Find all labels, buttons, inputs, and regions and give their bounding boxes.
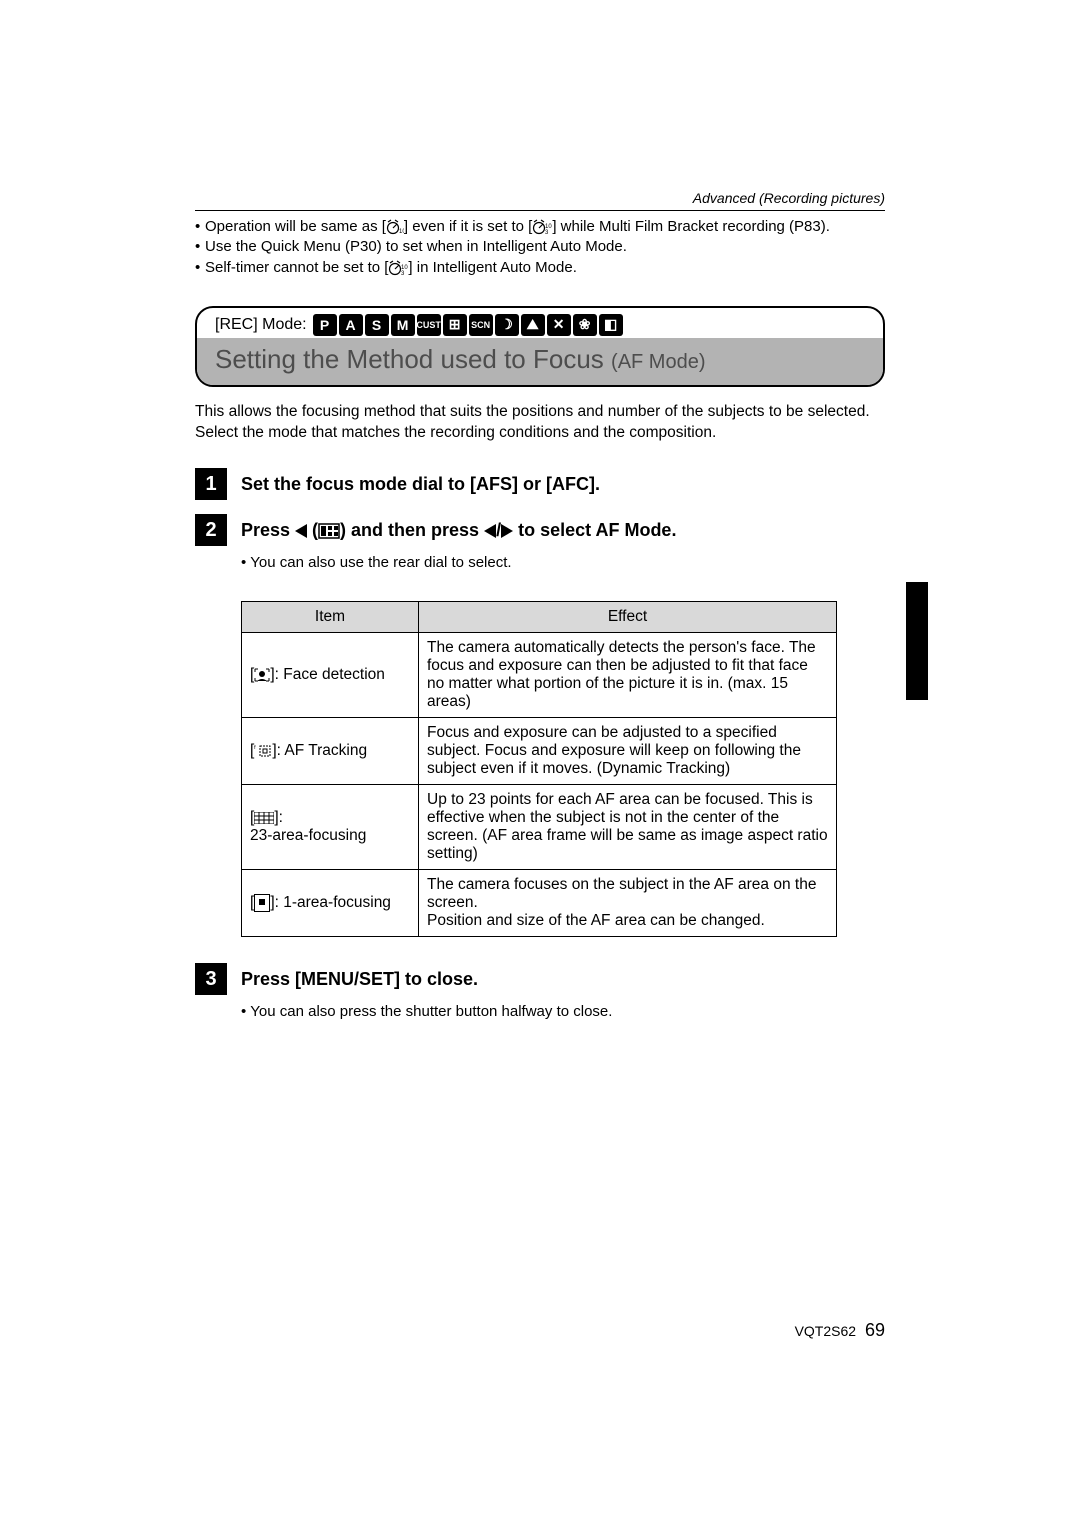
step-fragment: ( [307, 520, 318, 540]
section-header: Advanced (Recording pictures) [195, 190, 885, 206]
step-number: 3 [195, 963, 227, 995]
mode-icon-close: ✕ [547, 314, 571, 336]
face-detection-icon [254, 668, 270, 682]
bullet-dot: • [195, 217, 205, 237]
step-3: 3 Press [MENU/SET] to close. [195, 963, 885, 995]
effect-cell: Up to 23 points for each AF area can be … [419, 785, 837, 870]
table-row: []: 1-area-focusing The camera focuses o… [242, 870, 837, 937]
left-arrow-icon [484, 524, 496, 538]
mode-icon-a: A [339, 314, 363, 336]
af-mode-icon [318, 523, 340, 539]
mode-icon-flower: ❀ [573, 314, 597, 336]
item-cell: []:23-area-focusing [242, 785, 419, 870]
intro-line: This allows the focusing method that sui… [195, 401, 885, 423]
rec-mode-row: [REC] Mode: P A S M CUST ⊞ SCN ☽ ⛰ ✕ ❀ ◧ [197, 308, 883, 338]
item-label: ]: Face detection [270, 666, 385, 683]
intro-line: Select the mode that matches the recordi… [195, 422, 885, 444]
step-text: Set the focus mode dial to [AFS] or [AFC… [241, 468, 600, 497]
note-text: Operation will be same as [ 10 ] even if… [205, 217, 830, 237]
mode-icon-cust: CUST [417, 314, 441, 336]
table-header-item: Item [242, 602, 419, 633]
note-fragment: ] even if it is set to [ [404, 218, 532, 235]
af-tracking-icon: ᶠ [254, 744, 272, 758]
self-timer-3x-icon: 103 [388, 260, 408, 276]
item-label: ]: AF Tracking [272, 742, 367, 759]
svg-text:3: 3 [545, 230, 549, 235]
effect-cell: The camera focuses on the subject in the… [419, 870, 837, 937]
rec-mode-label: [REC] Mode: [215, 316, 307, 334]
note-text: You can also use the rear dial to select… [250, 554, 511, 571]
step-fragment: to select AF Mode. [513, 520, 676, 540]
self-timer-10-icon: 10 [386, 219, 404, 235]
note-text: Use the Quick Menu (P30) to set when in … [205, 237, 627, 257]
mode-icon-scn: SCN [469, 314, 493, 336]
item-cell: [ᶠ]: AF Tracking [242, 718, 419, 785]
single-area-icon [254, 894, 270, 912]
item-label: ]: 1-area-focusing [270, 894, 391, 911]
note-fragment: Operation will be same as [ [205, 218, 386, 235]
section-box: [REC] Mode: P A S M CUST ⊞ SCN ☽ ⛰ ✕ ❀ ◧… [195, 306, 885, 387]
step-number: 1 [195, 468, 227, 500]
svg-text:3: 3 [401, 271, 405, 276]
mode-icon-movie: ⊞ [443, 314, 467, 336]
intro-text: This allows the focusing method that sui… [195, 401, 885, 444]
right-arrow-icon [501, 524, 513, 538]
mode-icon-m: M [391, 314, 415, 336]
item-label: ]: [274, 809, 283, 826]
table-row: []:23-area-focusing Up to 23 points for … [242, 785, 837, 870]
page-footer: VQT2S62 69 [195, 1320, 885, 1341]
mode-icon-p: P [313, 314, 337, 336]
item-cell: []: 1-area-focusing [242, 870, 419, 937]
table-header-effect: Effect [419, 602, 837, 633]
step-text: Press [MENU/SET] to close. [241, 963, 478, 992]
note-fragment: ] in Intelligent Auto Mode. [408, 259, 576, 276]
note-fragment: ] while Multi Film Bracket recording (P8… [552, 218, 830, 235]
bullet-dot: • [195, 258, 205, 278]
note-text: You can also press the shutter button ha… [250, 1003, 612, 1020]
side-tab [906, 582, 928, 700]
note-fragment: Self-timer cannot be set to [ [205, 259, 388, 276]
note-text: Self-timer cannot be set to [ 103 ] in I… [205, 258, 577, 278]
svg-text:ᶠ: ᶠ [254, 744, 256, 753]
bullet-dot: • [195, 237, 205, 257]
step-fragment: Press [241, 520, 295, 540]
footer-code: VQT2S62 [795, 1323, 856, 1339]
item-label: 23-area-focusing [250, 827, 366, 844]
section-title: Setting the Method used to Focus (AF Mod… [197, 338, 883, 385]
mode-icon-mono: ◧ [599, 314, 623, 336]
mode-icon-night: ☽ [495, 314, 519, 336]
step-2-note: •You can also use the rear dial to selec… [241, 554, 885, 571]
mode-icon-s: S [365, 314, 389, 336]
step-fragment: ) and then press [340, 520, 484, 540]
title-sub: (AF Mode) [611, 351, 705, 373]
page-number-value: 69 [865, 1320, 885, 1340]
table-row: [ᶠ]: AF Tracking Focus and exposure can … [242, 718, 837, 785]
effect-cell: The camera automatically detects the per… [419, 633, 837, 718]
step-1: 1 Set the focus mode dial to [AFS] or [A… [195, 468, 885, 500]
mode-icons: P A S M CUST ⊞ SCN ☽ ⛰ ✕ ❀ ◧ [313, 314, 623, 336]
step-3-note: •You can also press the shutter button h… [241, 1003, 885, 1020]
step-number: 2 [195, 514, 227, 546]
title-main: Setting the Method used to Focus [215, 344, 611, 374]
step-text: Press ( ) and then press / to select AF … [241, 514, 676, 543]
step-2: 2 Press ( ) and then press / to select A… [195, 514, 885, 546]
af-modes-table: Item Effect []: Face detection The camer… [241, 601, 837, 937]
effect-cell: Focus and exposure can be adjusted to a … [419, 718, 837, 785]
item-cell: []: Face detection [242, 633, 419, 718]
multi-area-icon [254, 812, 274, 824]
mode-icon-scenery: ⛰ [521, 314, 545, 336]
top-notes: • Operation will be same as [ 10 ] even … [195, 217, 885, 278]
table-row: []: Face detection The camera automatica… [242, 633, 837, 718]
self-timer-3x-icon: 103 [532, 219, 552, 235]
left-arrow-icon [295, 524, 307, 538]
header-rule [195, 210, 885, 211]
